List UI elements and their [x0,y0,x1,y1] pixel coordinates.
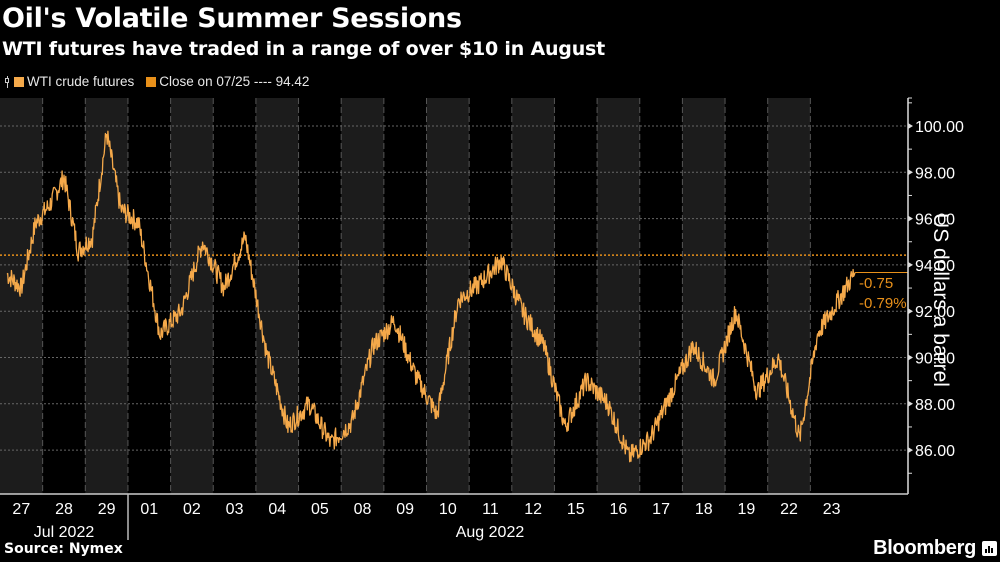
series-swatch-icon [14,76,24,87]
x-tick-label: 10 [439,501,457,518]
reference-swatch-icon [146,76,157,87]
day-band [725,98,768,494]
x-tick-label: 15 [567,501,585,518]
day-band [639,98,683,494]
y-tick-label: 88.00 [915,397,955,414]
legend-item-wti: WTI crude futures [5,74,134,89]
day-band [170,98,214,494]
day-band [383,98,427,494]
x-group-label: Aug 2022 [456,524,525,541]
day-band [213,98,256,494]
day-band [554,98,598,494]
change-pct-annotation: -0.79% [859,295,907,312]
y-tick-label: 90.00 [915,351,955,368]
chart-title: Oil's Volatile Summer Sessions [2,3,462,34]
legend-label-close: Close on 07/25 ---- 94.42 [159,74,310,89]
x-tick-label: 17 [652,501,670,518]
y-axis: 86.00 88.00 90.00 92.00 94.00 96.00 98.00 100.0… [907,97,964,494]
x-tick-label: 09 [396,501,414,518]
x-tick-label: 08 [354,501,372,518]
x-tick-label: 22 [780,501,798,518]
y-tick-label: 92.00 [915,304,955,321]
chart-subtitle: WTI futures have traded in a range of ov… [2,38,606,60]
source-note: Source: Nymex [4,541,123,557]
x-tick-label: 18 [695,501,713,518]
x-tick-label: 05 [311,501,329,518]
x-tick-label: 23 [823,501,841,518]
x-tick-label: 16 [610,501,628,518]
day-bands [0,98,908,494]
legend-item-close: Close on 07/25 ---- 94.42 [146,74,309,89]
x-axis: 27 28 29 01 02 03 04 05 08 09 10 11 12 15 16 17 18 19 22 23… [0,493,908,541]
x-tick-label: 01 [140,501,158,518]
y-tick-label: 94.00 [915,258,955,275]
chart-logo-icon [982,541,997,556]
x-tick-label: 03 [226,501,244,518]
day-band [127,98,171,494]
x-tick-label: 02 [183,501,201,518]
legend: WTI crude futures Close on 07/25 ---- 94… [5,74,309,89]
y-axis-label: US dollars a barrel [929,213,952,387]
x-tick-label: 29 [98,501,116,518]
y-tick-label: 98.00 [915,165,955,182]
x-tick-label: 27 [12,501,30,518]
day-band [85,98,128,494]
bloomberg-logo: Bloomberg [873,537,976,559]
y-tick-label: 86.00 [915,443,955,460]
x-tick-label: 04 [268,501,286,518]
change-abs-annotation: -0.75 [859,275,893,292]
legend-label-wti: WTI crude futures [27,74,135,89]
vertical-gridlines [42,98,811,494]
y-tick-label: 100.00 [915,119,964,136]
x-group-label: Jul 2022 [34,524,95,541]
day-band [469,98,512,494]
day-band [42,98,86,494]
x-tick-label: 12 [524,501,542,518]
day-band [810,98,908,494]
price-line [6,130,856,463]
x-tick-label: 11 [482,501,499,518]
day-band [682,98,726,494]
day-band [0,98,43,494]
day-band [255,98,299,494]
line-chart-icon [5,75,10,88]
x-tick-label: 19 [737,501,755,518]
day-band [767,98,811,494]
horizontal-gridlines [0,125,908,451]
y-tick-label: 96.00 [915,212,955,229]
x-tick-label: 28 [55,501,73,518]
